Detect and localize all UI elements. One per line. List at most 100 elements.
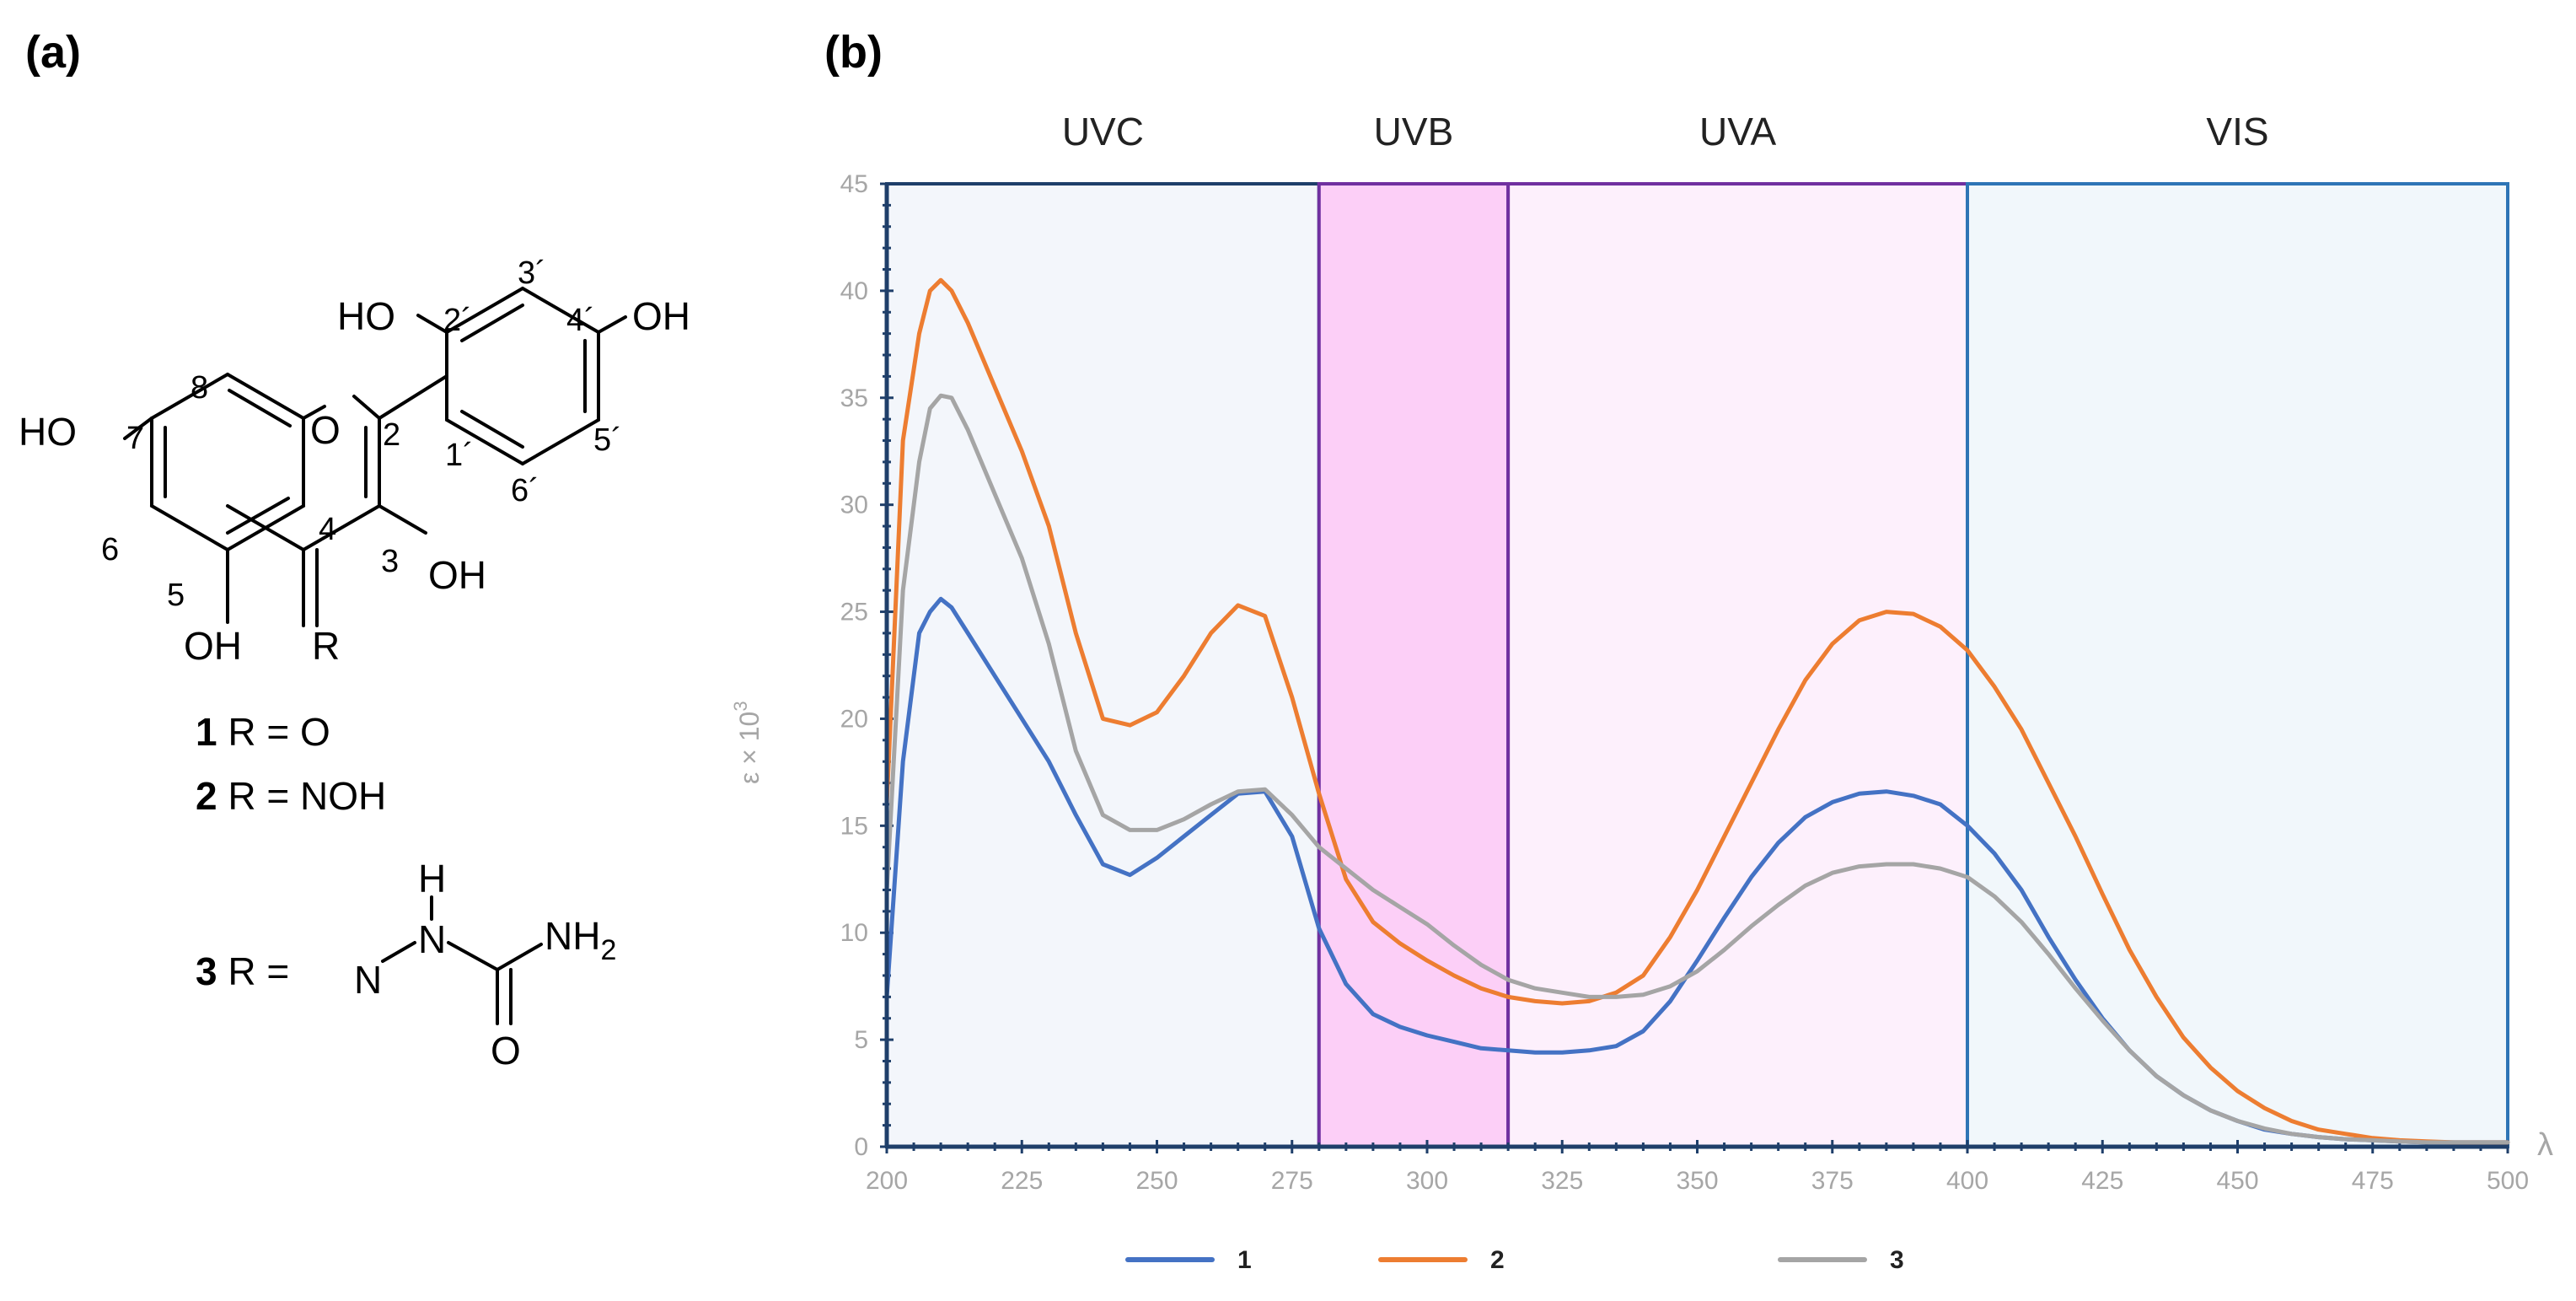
region-label-uvc: UVC — [1062, 110, 1144, 153]
y-tick-label: 15 — [840, 812, 868, 840]
bond — [445, 287, 524, 334]
y-tick-label: 20 — [840, 705, 868, 733]
x-tick-label: 325 — [1541, 1167, 1583, 1195]
region-uvc — [885, 182, 1321, 1148]
compound-list: 1 R = O 2 R = NOH 3 R = — [196, 710, 386, 993]
compound-2-number: 2 — [196, 774, 217, 818]
x-tick-label: 475 — [2352, 1167, 2394, 1195]
legend-label-1: 1 — [1237, 1246, 1252, 1274]
bond — [447, 941, 499, 971]
semicarbazone-n2: N — [418, 917, 446, 961]
bond — [496, 943, 543, 971]
position-1prime-label: 1´ — [445, 438, 474, 473]
bond — [378, 504, 427, 535]
region-label-uvb: UVB — [1374, 110, 1454, 153]
region-uva — [1506, 182, 1969, 1148]
region-uvb — [1317, 182, 1511, 1148]
x-tick-label: 275 — [1271, 1167, 1313, 1195]
bond — [226, 373, 305, 420]
series-line-3 — [884, 393, 2510, 1145]
compound-3-number: 3 — [196, 949, 217, 993]
semicarbazone-group: H N N NH2 O — [354, 857, 616, 1073]
double-bond — [460, 410, 524, 449]
position-5prime-label: 5´ — [593, 422, 622, 458]
semicarbazone-h: H — [418, 857, 446, 900]
y-tick-label: 45 — [840, 170, 868, 198]
position-2-label: 2 — [383, 417, 400, 453]
panel-a-label: (a) — [25, 27, 81, 78]
x-tick-label: 300 — [1406, 1167, 1448, 1195]
y-tick-label: 25 — [840, 599, 868, 626]
x-tick-label: 500 — [2487, 1167, 2529, 1195]
bond — [416, 314, 448, 334]
position-6-label: 6 — [101, 532, 119, 567]
position-8-label: 8 — [191, 370, 208, 406]
bond — [381, 941, 416, 963]
series-line-2 — [884, 277, 2510, 1145]
uv-regions: UVC UVB UVA VIS — [885, 110, 2509, 1148]
bond — [302, 504, 381, 551]
y-tick-label: 35 — [840, 384, 868, 412]
compound-2: 2 R = NOH — [196, 774, 386, 818]
bond — [378, 374, 448, 420]
legend: 1 2 3 — [1125, 1246, 1904, 1274]
double-bond — [228, 389, 292, 427]
bond — [150, 504, 229, 551]
oh-3-label: OH — [428, 553, 486, 597]
y-tick-label: 10 — [840, 919, 868, 947]
y-tick-label: 30 — [840, 492, 868, 519]
x-tick-label: 350 — [1676, 1167, 1718, 1195]
x-tick-label: 400 — [1946, 1167, 1988, 1195]
x-tick-label: 225 — [1001, 1167, 1043, 1195]
oh-5-label: OH — [184, 624, 242, 668]
bond — [150, 373, 229, 420]
bond — [352, 395, 381, 420]
bond — [521, 418, 600, 465]
region-vis — [1966, 182, 2509, 1148]
region-label-vis: VIS — [2206, 110, 2268, 153]
y-tick-label: 5 — [854, 1026, 868, 1054]
ho-7-label: HO — [19, 410, 77, 454]
legend-label-2: 2 — [1490, 1246, 1505, 1274]
subscript-2: 2 — [600, 934, 616, 966]
compound-1-number: 1 — [196, 710, 217, 754]
position-6prime-label: 6´ — [511, 473, 539, 508]
position-5-label: 5 — [167, 578, 185, 613]
ho-2prime-label: HO — [337, 294, 395, 338]
x-tick-label: 425 — [2081, 1167, 2123, 1195]
r-label: R — [312, 624, 340, 668]
double-bond — [460, 304, 524, 342]
position-4prime-label: 4´ — [566, 303, 595, 338]
bond — [302, 405, 326, 420]
bond — [226, 504, 305, 551]
semicarbazone-o: O — [491, 1029, 521, 1073]
x-axis-label: λ — [2537, 1127, 2553, 1163]
compound-1-formula: R = O — [217, 710, 330, 754]
semicarbazone-n1: N — [354, 958, 382, 1002]
bond — [521, 287, 600, 334]
series-lines — [884, 277, 2510, 1145]
compound-3-formula: R = — [217, 949, 290, 993]
double-bond — [226, 497, 290, 535]
y-tick-label: 0 — [854, 1133, 868, 1161]
axes — [884, 184, 2508, 1149]
x-tick-label: 250 — [1135, 1167, 1178, 1195]
y-axis-label-text: ε × 10 — [734, 712, 765, 784]
y-tick-label: 40 — [840, 277, 868, 305]
oh-4prime-label: OH — [632, 294, 690, 338]
position-3-label: 3 — [381, 544, 399, 579]
tick-labels: 0 5 10 15 20 25 30 35 40 45 200 225 250 275 300 325 350 3… — [840, 170, 2529, 1195]
x-tick-label: 450 — [2216, 1167, 2258, 1195]
bond — [597, 315, 627, 334]
nh-text: NH — [545, 914, 600, 958]
region-label-uva: UVA — [1699, 110, 1776, 153]
y-axis-label: ε × 103 — [730, 701, 765, 784]
position-2prime-label: 2´ — [443, 303, 472, 338]
position-7-label: 7 — [126, 421, 144, 456]
legend-label-3: 3 — [1890, 1246, 1904, 1274]
ring-oxygen-label: O — [310, 408, 341, 452]
panel-b-label: (b) — [824, 27, 883, 78]
y-axis-label-exponent: 3 — [730, 701, 751, 711]
